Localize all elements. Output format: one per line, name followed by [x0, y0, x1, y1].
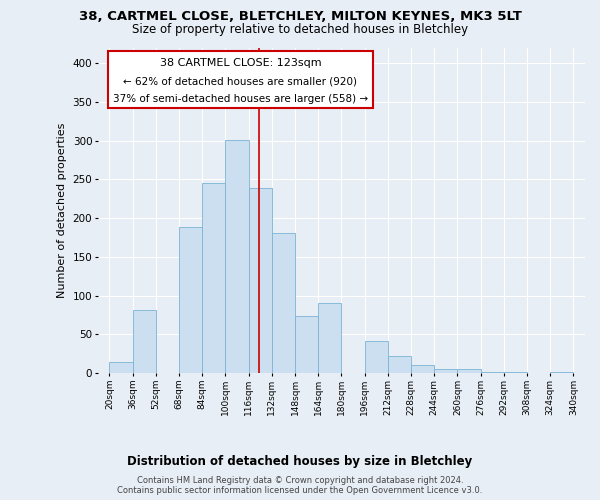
- FancyBboxPatch shape: [107, 51, 373, 108]
- Bar: [226, 140, 248, 373]
- Text: 38, CARTMEL CLOSE, BLETCHLEY, MILTON KEYNES, MK3 5LT: 38, CARTMEL CLOSE, BLETCHLEY, MILTON KEY…: [79, 10, 521, 23]
- Text: ← 62% of detached houses are smaller (920): ← 62% of detached houses are smaller (92…: [124, 76, 358, 86]
- Text: 38 CARTMEL CLOSE: 123sqm: 38 CARTMEL CLOSE: 123sqm: [160, 58, 321, 68]
- Bar: [457, 369, 481, 373]
- Bar: [202, 183, 226, 373]
- Text: Size of property relative to detached houses in Bletchley: Size of property relative to detached ho…: [132, 22, 468, 36]
- Bar: [272, 233, 295, 373]
- Bar: [295, 316, 318, 373]
- Bar: [388, 356, 411, 373]
- Bar: [109, 362, 133, 373]
- Bar: [318, 304, 341, 373]
- Bar: [365, 340, 388, 373]
- Bar: [411, 364, 434, 373]
- Y-axis label: Number of detached properties: Number of detached properties: [57, 122, 67, 298]
- Bar: [550, 372, 574, 373]
- Text: Contains HM Land Registry data © Crown copyright and database right 2024.
Contai: Contains HM Land Registry data © Crown c…: [118, 476, 482, 495]
- Text: Distribution of detached houses by size in Bletchley: Distribution of detached houses by size …: [127, 455, 473, 468]
- Bar: [133, 310, 156, 373]
- Bar: [504, 372, 527, 373]
- Bar: [179, 228, 202, 373]
- Text: 37% of semi-detached houses are larger (558) →: 37% of semi-detached houses are larger (…: [113, 94, 368, 104]
- Bar: [434, 369, 457, 373]
- Bar: [481, 372, 504, 373]
- Bar: [248, 188, 272, 373]
